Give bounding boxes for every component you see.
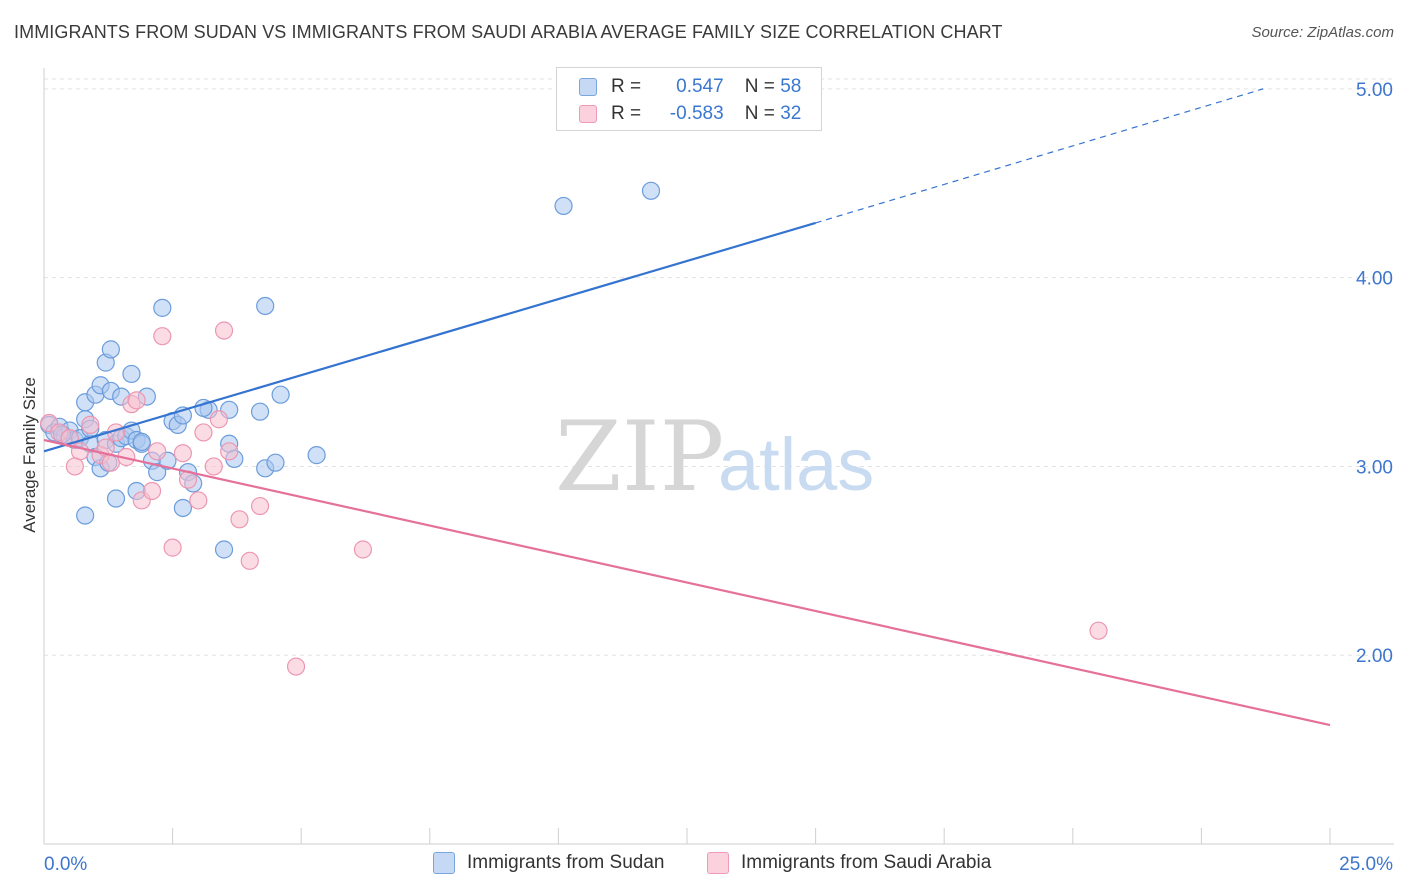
chart-title: IMMIGRANTS FROM SUDAN VS IMMIGRANTS FROM… xyxy=(14,22,1003,42)
saudi-point xyxy=(163,538,182,557)
saudi-point xyxy=(142,481,162,501)
axis-layer: 2.00 3.00 4.00 5.00 0.0% 25.0% xyxy=(43,68,1394,875)
legend-r-value-saudi: -0.583 xyxy=(669,103,724,124)
bottom-legend-swatch-sudan xyxy=(433,852,455,874)
saudi-point xyxy=(250,496,270,516)
saudi-point xyxy=(194,423,213,442)
legend-r-label-saudi: R = xyxy=(611,103,642,124)
sudan-point xyxy=(307,446,326,465)
sudan-point xyxy=(153,298,172,317)
saudi-point xyxy=(204,457,223,476)
saudi-trend-line xyxy=(43,438,1331,727)
sudan-point xyxy=(106,489,126,508)
y-tick-label: 2.00 xyxy=(1356,646,1393,667)
saudi-point xyxy=(65,457,84,476)
sudan-trend-extension xyxy=(815,88,1264,224)
legend-n-label-saudi: N = xyxy=(744,103,775,124)
legend-r-label-sudan: R = xyxy=(611,76,642,97)
source-note: Source: ZipAtlas.com xyxy=(1251,24,1394,41)
bottom-legend-label-sudan: Immigrants from Sudan xyxy=(467,852,665,873)
saudi-point xyxy=(230,510,249,529)
sudan-point xyxy=(76,506,95,525)
stats-legend: R = 0.547 N = 58 R = -0.583 N = 32 xyxy=(556,67,822,131)
sudan-point xyxy=(266,453,285,472)
y-tick-label: 3.00 xyxy=(1356,457,1393,478)
legend-n-label-sudan: N = xyxy=(744,76,775,97)
saudi-point xyxy=(220,442,239,461)
y-axis-label: Average Family Size xyxy=(20,377,39,533)
bottom-legend-label-saudi: Immigrants from Saudi Arabia xyxy=(741,852,992,873)
sudan-point xyxy=(271,385,290,404)
saudi-point xyxy=(286,657,306,676)
sudan-point xyxy=(554,196,573,216)
saudi-point xyxy=(173,444,192,463)
sudan-point xyxy=(148,463,167,482)
sudan-point xyxy=(122,364,141,384)
legend-row-saudi: R = -0.583 N = 32 xyxy=(579,102,801,126)
legend-row-sudan: R = 0.547 N = 58 xyxy=(579,75,801,99)
legend-swatch-saudi xyxy=(579,105,597,123)
x-tick-label-end: 25.0% xyxy=(1339,854,1393,875)
saudi-point xyxy=(189,491,208,510)
saudi-point xyxy=(209,410,228,429)
saudi-point xyxy=(214,321,234,340)
y-tick-label: 4.00 xyxy=(1356,269,1393,290)
saudi-point xyxy=(70,442,90,461)
saudi-point xyxy=(153,327,172,346)
sudan-point xyxy=(101,340,120,359)
saudi-point xyxy=(81,415,100,435)
legend-swatch-sudan xyxy=(579,78,597,96)
saudi-point xyxy=(1089,621,1108,640)
legend-n-value-sudan: 58 xyxy=(780,76,802,97)
watermark: ZIP atlas xyxy=(555,401,874,513)
x-tick-label-start: 0.0% xyxy=(44,854,87,875)
saudi-point xyxy=(240,551,259,570)
legend-n-value-saudi: 32 xyxy=(780,103,802,124)
legend-r-value-sudan: 0.547 xyxy=(676,76,724,97)
sudan-point xyxy=(641,181,661,200)
sudan-trend-line xyxy=(43,221,816,453)
watermark-zip: ZIP xyxy=(555,401,724,513)
bottom-legend-swatch-saudi xyxy=(707,852,729,874)
sudan-point xyxy=(250,402,270,421)
trend-layer xyxy=(43,88,1331,727)
saudi-point xyxy=(353,540,373,559)
points-layer xyxy=(40,181,1108,676)
sudan-point xyxy=(256,296,275,316)
sudan-point xyxy=(214,540,234,559)
y-tick-label: 5.00 xyxy=(1356,80,1393,101)
saudi-point xyxy=(127,391,146,410)
sudan-point xyxy=(173,498,192,518)
bottom-legend-sudan: Immigrants from Sudan xyxy=(433,852,664,874)
bottom-legend-saudi: Immigrants from Saudi Arabia xyxy=(707,852,991,874)
saudi-point xyxy=(148,442,167,461)
watermark-atlas: atlas xyxy=(718,423,874,506)
sudan-point xyxy=(132,432,151,451)
